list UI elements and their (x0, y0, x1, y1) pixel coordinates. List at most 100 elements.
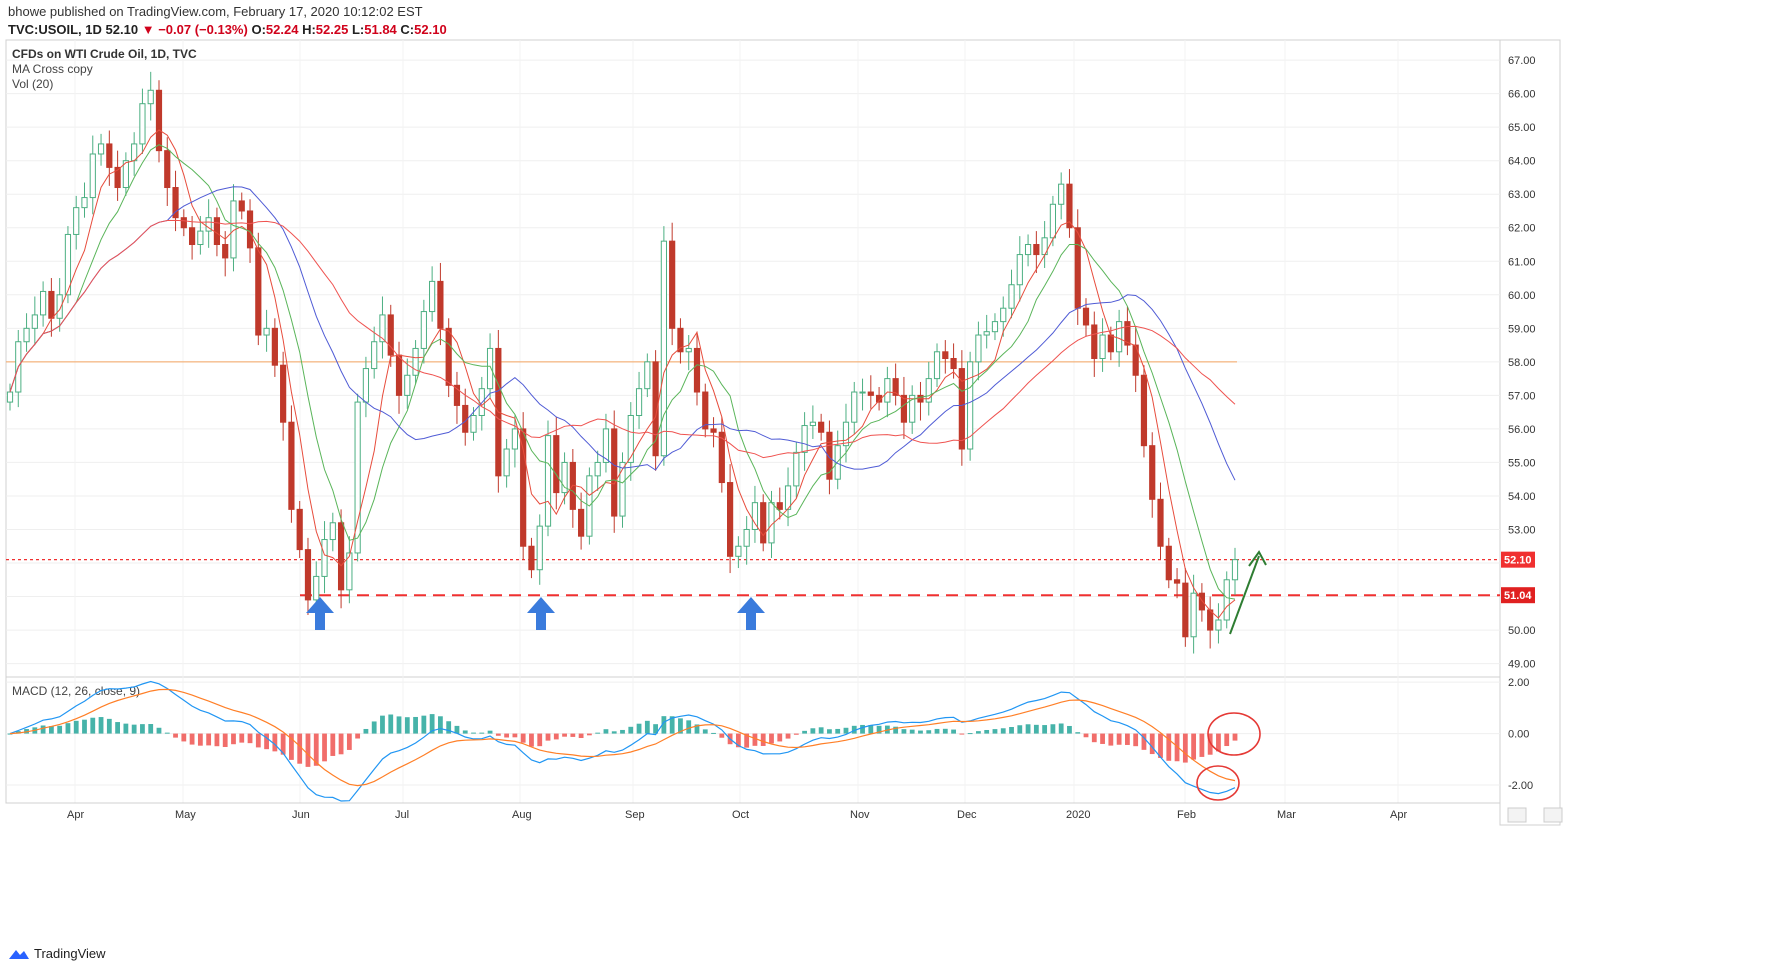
candle[interactable] (702, 383, 709, 438)
candle[interactable] (892, 363, 899, 406)
candle[interactable] (983, 314, 990, 349)
candle[interactable] (801, 412, 808, 471)
candle[interactable] (155, 80, 163, 163)
candle[interactable] (1008, 269, 1015, 319)
candle[interactable] (329, 512, 336, 552)
candle[interactable] (263, 309, 270, 352)
candle[interactable] (851, 381, 858, 434)
candle[interactable] (727, 464, 734, 574)
candle[interactable] (346, 536, 353, 604)
candle[interactable] (710, 417, 717, 448)
candle[interactable] (925, 361, 932, 416)
candle[interactable] (867, 375, 874, 409)
candle[interactable] (1157, 482, 1164, 560)
candle[interactable] (1215, 603, 1222, 644)
candle[interactable] (561, 452, 568, 505)
candle[interactable] (1099, 318, 1106, 372)
candle[interactable] (453, 371, 461, 424)
candle[interactable] (967, 351, 974, 461)
candle[interactable] (56, 278, 63, 332)
candle[interactable] (718, 417, 725, 493)
candle[interactable] (975, 321, 982, 381)
candle[interactable] (536, 514, 543, 585)
candle[interactable] (97, 133, 105, 166)
candle[interactable] (1182, 568, 1189, 647)
candle[interactable] (420, 299, 427, 364)
candle[interactable] (933, 343, 941, 387)
candle[interactable] (1173, 568, 1181, 599)
candle[interactable] (1049, 195, 1057, 247)
candle[interactable] (991, 313, 999, 341)
candle[interactable] (81, 182, 88, 218)
candle[interactable] (1149, 432, 1156, 518)
candle[interactable] (114, 150, 121, 201)
candle[interactable] (693, 331, 701, 406)
candle[interactable] (1091, 311, 1098, 377)
candle[interactable] (503, 438, 510, 488)
candle[interactable] (743, 516, 750, 565)
chart-canvas[interactable]: 67.00 66.00 65.00 64.00 63.00 62.00 61.00 60.00… (0, 0, 1775, 940)
candle[interactable] (594, 450, 601, 491)
footer-brand[interactable]: TradingView (8, 946, 106, 961)
candle[interactable] (1140, 365, 1148, 458)
candle[interactable] (528, 537, 535, 579)
candle[interactable] (950, 343, 957, 379)
candle[interactable] (652, 350, 659, 471)
candle[interactable] (578, 492, 585, 550)
candle[interactable] (404, 358, 411, 409)
candle[interactable] (271, 318, 278, 377)
candle[interactable] (677, 318, 684, 364)
candle[interactable] (1033, 231, 1040, 274)
candle[interactable] (122, 152, 129, 196)
candle[interactable] (520, 412, 527, 560)
candle[interactable] (644, 353, 651, 398)
candle[interactable] (760, 494, 767, 552)
price-axis[interactable] (1499, 39, 1561, 826)
candle[interactable] (553, 417, 560, 510)
scale-log-button[interactable] (1543, 807, 1563, 823)
candle[interactable] (147, 71, 154, 121)
candle[interactable] (859, 378, 866, 411)
candle[interactable] (619, 452, 626, 528)
candle[interactable] (321, 521, 328, 594)
candle[interactable] (793, 442, 800, 498)
candle[interactable] (544, 420, 552, 537)
candle[interactable] (776, 487, 783, 520)
candle[interactable] (40, 281, 47, 327)
candle[interactable] (942, 340, 949, 374)
candle[interactable] (89, 135, 96, 215)
candle[interactable] (238, 192, 245, 220)
candle[interactable] (172, 170, 179, 232)
candle[interactable] (809, 405, 816, 439)
candle[interactable] (6, 383, 14, 411)
candle[interactable] (429, 266, 436, 322)
candle[interactable] (1231, 547, 1239, 595)
candle[interactable] (106, 130, 113, 186)
candle[interactable] (280, 351, 287, 441)
candle[interactable] (337, 509, 345, 609)
candle[interactable] (751, 485, 759, 543)
candle[interactable] (296, 500, 303, 558)
candle[interactable] (511, 415, 518, 468)
candle[interactable] (412, 340, 419, 384)
candle[interactable] (1124, 306, 1131, 356)
candle[interactable] (685, 335, 692, 371)
candle[interactable] (1058, 172, 1065, 220)
candle[interactable] (205, 199, 212, 248)
candle[interactable] (437, 262, 444, 346)
candle[interactable] (354, 393, 361, 562)
candle[interactable] (188, 216, 196, 260)
scale-auto-button[interactable] (1507, 807, 1527, 823)
candle[interactable] (180, 209, 187, 237)
candle[interactable] (139, 88, 146, 154)
candle[interactable] (23, 313, 30, 352)
candle[interactable] (73, 195, 80, 250)
candle[interactable] (1223, 571, 1230, 629)
candle[interactable] (875, 386, 883, 411)
candle[interactable] (900, 376, 908, 439)
candle[interactable] (379, 296, 386, 359)
candles[interactable] (6, 71, 1239, 654)
candle[interactable] (1066, 169, 1073, 238)
price-pane[interactable] (5, 39, 1501, 678)
candle[interactable] (818, 413, 825, 441)
